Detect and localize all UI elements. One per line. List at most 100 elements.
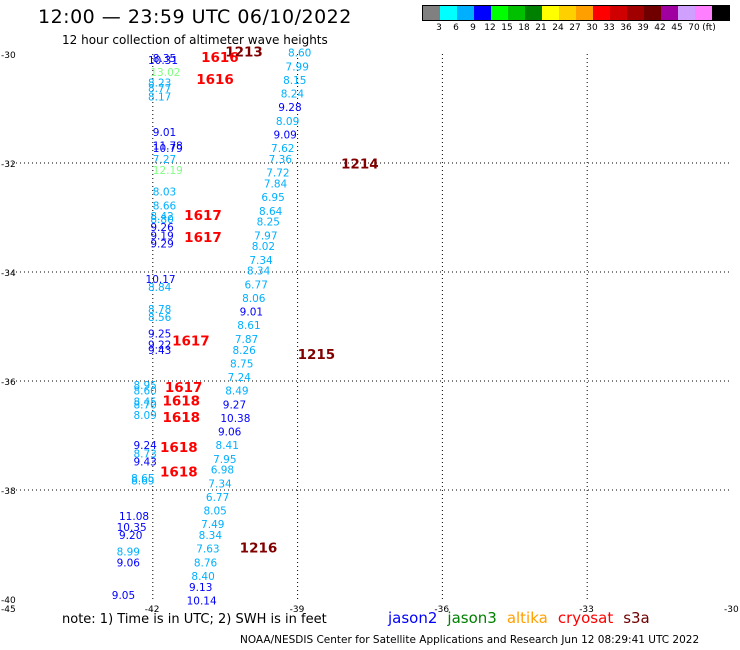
lat-tick-label: -34: [1, 269, 16, 279]
swh-value: 6.77: [245, 279, 268, 291]
swh-value: 8.56: [148, 312, 172, 324]
swh-value: 8.23: [148, 78, 171, 90]
legend-label: 18: [518, 23, 530, 33]
lon-tick-label: -39: [290, 605, 305, 612]
corner-tick-label: -45: [1, 605, 16, 612]
swh-value: 9.06: [218, 427, 242, 439]
legend-swatch: [542, 6, 559, 20]
swh-value: 10.14: [187, 595, 217, 607]
pass-label: 1618: [160, 440, 198, 456]
swh-value: 7.34: [208, 478, 232, 490]
legend-label: 30: [586, 23, 598, 33]
swh-value: 8.49: [225, 386, 248, 398]
wave-height-map: -30 -32 -34 -36 -38 -40-45 -42 -39 -36 -33 -30 8.60…: [1, 45, 739, 612]
legend-swatch: [593, 6, 610, 20]
legend-label: 33: [603, 23, 615, 33]
lon-tick-label: -42: [145, 605, 160, 612]
swh-value: 7.36: [269, 154, 293, 166]
swh-value: 8.60: [288, 48, 311, 60]
legend-label: 3: [436, 23, 442, 33]
swh-value: 8.25: [257, 217, 280, 229]
swh-value: 9.09: [273, 129, 296, 141]
swh-value: 8.26: [232, 345, 256, 357]
pass-label: 1617: [165, 380, 203, 396]
swh-value: 8.40: [191, 571, 214, 583]
legend-labels: 3 6 9 12 15 18 21 24 27 30 33 36 39 42 45 70 (ft): [422, 21, 730, 33]
swh-value: 7.49: [201, 519, 224, 531]
swh-value: 9.20: [119, 530, 142, 542]
legend-swatch: [474, 6, 491, 20]
legend-swatches: [422, 5, 730, 21]
map-title: 12:00 — 23:59 UTC 06/10/2022: [38, 6, 352, 28]
legend-label: 70: [688, 23, 700, 33]
legend-label: 21: [535, 23, 547, 33]
legend-swatch: [678, 6, 695, 20]
lon-tick-label: -36: [434, 605, 449, 612]
swh-value: 9.43: [133, 456, 156, 468]
legend-swatch: [695, 6, 712, 20]
swh-value: 6.98: [211, 465, 234, 477]
swh-value: 7.24: [228, 372, 252, 384]
pass-label: 1616: [201, 50, 239, 66]
swh-value: 11.78: [153, 140, 183, 152]
swh-value: 8.17: [148, 91, 171, 103]
footer-note: note: 1) Time is in UTC; 2) SWH is in fe…: [62, 612, 327, 627]
lat-tick-label: -40: [1, 596, 16, 606]
swh-value: 7.99: [286, 61, 309, 73]
swh-value: 7.63: [196, 544, 219, 556]
swh-value: 8.09: [276, 116, 299, 128]
swh-value: 9.25: [148, 328, 171, 340]
swh-value: 8.02: [252, 241, 275, 253]
swh-value: 6.95: [261, 192, 284, 204]
swh-value: 7.34: [249, 255, 273, 267]
satellite-cryosat: cryosat: [557, 609, 614, 627]
satellite-jason2: jason2: [388, 609, 438, 627]
swh-value: 9.43: [148, 345, 171, 357]
swh-value: 8.73: [133, 448, 156, 460]
legend-swatch: [627, 6, 644, 20]
legend-swatch: [712, 6, 729, 20]
legend-label: 6: [453, 23, 459, 33]
satellite-jason3: jason3: [447, 609, 497, 627]
swh-value: 7.84: [264, 179, 288, 191]
swh-value: 8.66: [153, 200, 177, 212]
swh-value: 9.28: [278, 102, 301, 114]
pass-label: 1618: [160, 464, 198, 480]
swh-value: 9.26: [150, 222, 174, 234]
legend-swatch: [508, 6, 525, 20]
swh-value: 8.80: [150, 214, 173, 226]
lat-tick-label: -38: [1, 487, 16, 497]
swh-value: 8.15: [283, 75, 306, 87]
swh-value: 9.01: [240, 307, 263, 319]
legend-label: 27: [569, 23, 581, 33]
lon-tick-label: -33: [579, 605, 594, 612]
swh-value: 9.06: [117, 557, 141, 569]
swh-value: 8.77: [148, 83, 171, 95]
swh-value: 8.70: [133, 399, 156, 411]
swh-value: 10.79: [153, 143, 183, 155]
pass-label: 1618: [162, 410, 200, 426]
swh-value: 10.35: [117, 522, 147, 534]
legend-swatch: [610, 6, 627, 20]
swh-value: 8.65: [131, 473, 154, 485]
lat-tick-label: -30: [1, 51, 16, 61]
swh-value: 10.31: [148, 55, 178, 67]
legend-label: 42: [654, 23, 666, 33]
swh-value: 9.29: [150, 238, 173, 250]
legend-swatch: [440, 6, 457, 20]
swh-value: 8.09: [133, 410, 156, 422]
swh-value: 9.27: [223, 399, 246, 411]
satellite-s3a: s3a: [623, 609, 650, 627]
satellite-altika: altika: [506, 609, 548, 627]
swh-value: 8.34: [199, 530, 223, 542]
swh-value: 8.42: [150, 211, 173, 223]
swh-value: 9.13: [189, 582, 212, 594]
legend-label: 9: [470, 23, 476, 33]
pass-label: 1216: [240, 541, 278, 557]
pass-label: 1214: [341, 156, 379, 172]
swh-value: 7.95: [213, 454, 236, 466]
map-subtitle: 12 hour collection of altimeter wave hei…: [62, 33, 328, 47]
pass-label: 1616: [196, 72, 234, 88]
swh-value: 7.27: [153, 154, 176, 166]
swh-value: 8.75: [230, 358, 253, 370]
